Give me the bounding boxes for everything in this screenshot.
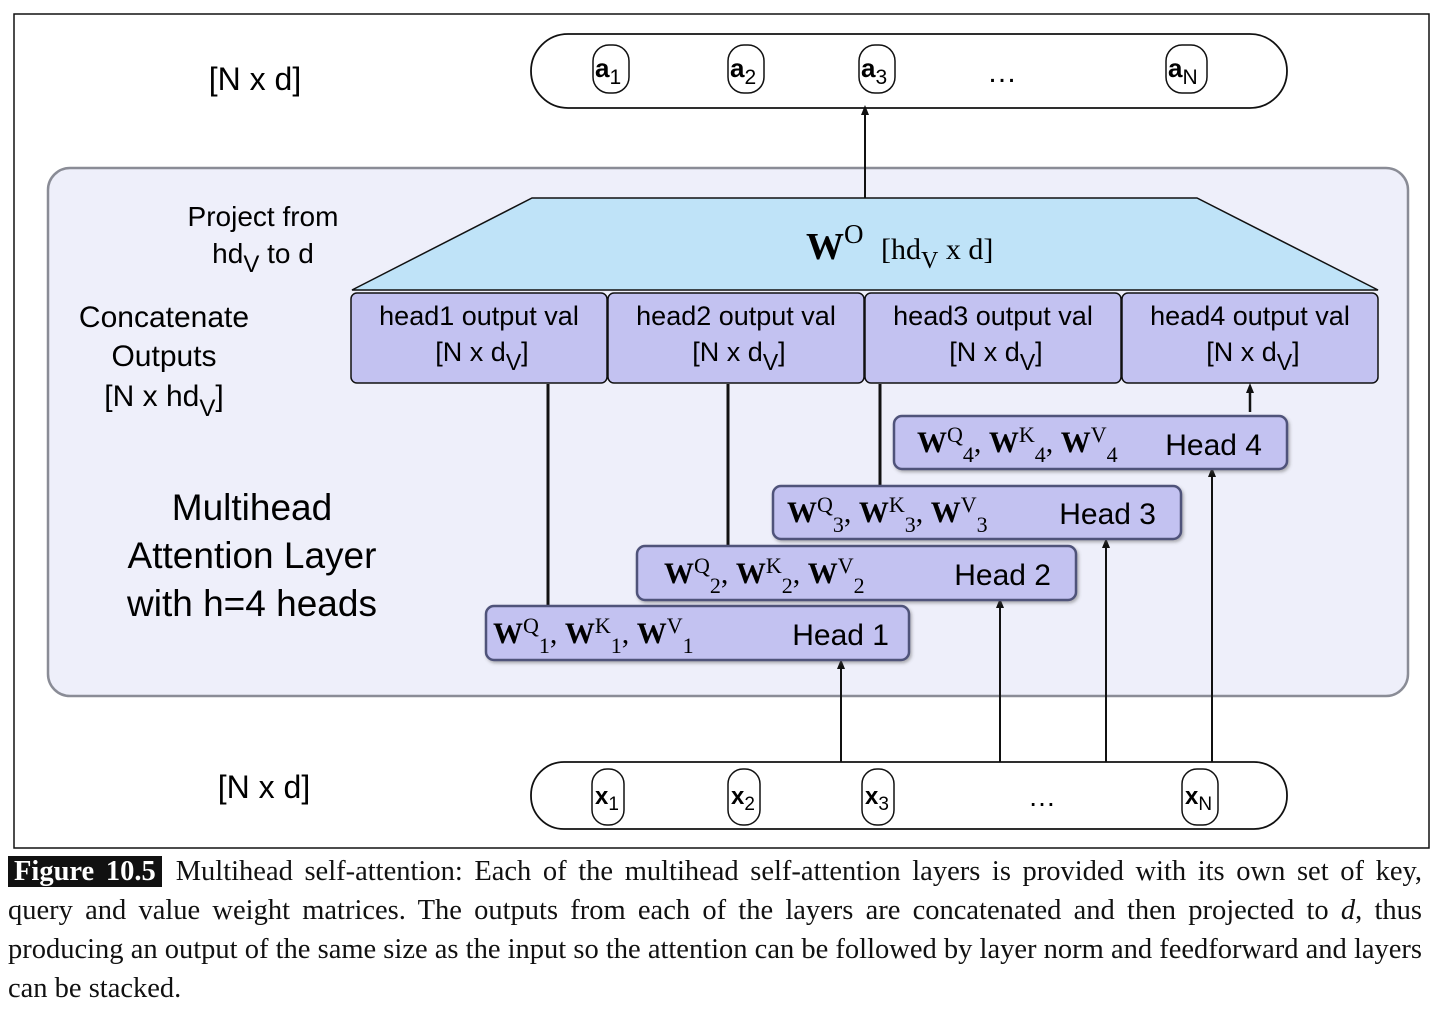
head2-output-box: head2 output val [N x dV]	[607, 292, 865, 384]
figure-frame	[13, 13, 1430, 849]
svg-text:WQ3, WK3, WV3: WQ3, WK3, WV3	[787, 492, 988, 537]
concat-label-line3: [N x hdV]	[104, 380, 223, 422]
svg-text:x1: x1	[595, 783, 619, 815]
figure-number: Figure 10.5	[8, 856, 162, 887]
svg-text:WQ1, WK1, WV1: WQ1, WK1, WV1	[493, 613, 694, 658]
head1-output-box: head1 output val [N x dV]	[350, 292, 608, 384]
svg-text:Head 3: Head 3	[1059, 498, 1156, 531]
svg-text:Head 2: Head 2	[954, 559, 1051, 592]
output-token-a3: a3	[858, 44, 896, 94]
output-tokens: a1 a2 a3 … aN	[592, 44, 1208, 94]
output-token-aN: aN	[1165, 44, 1208, 94]
caption-d-symbol: d	[1340, 895, 1356, 926]
layer-title-line2: Attention Layer	[128, 535, 377, 576]
svg-text:x3: x3	[865, 783, 889, 815]
svg-text:Head 1: Head 1	[792, 619, 889, 652]
output-token-a1: a1	[592, 44, 630, 94]
head-3-box: WQ3, WK3, WV3 Head 3	[771, 484, 1183, 541]
output-ellipsis: …	[987, 56, 1017, 89]
layer-title-line1: Multihead	[172, 487, 332, 528]
head-4-box: WQ4, WK4, WV4 Head 4	[892, 414, 1289, 471]
input-token-x3: x3	[861, 768, 895, 826]
svg-text:[N x dV]: [N x dV]	[435, 337, 528, 375]
svg-text:WQ4, WK4, WV4: WQ4, WK4, WV4	[917, 422, 1118, 467]
svg-text:WQ2, WK2, WV2: WQ2, WK2, WV2	[664, 553, 865, 598]
svg-text:head2 output val: head2 output val	[636, 301, 836, 331]
svg-text:[N x dV]: [N x dV]	[692, 337, 785, 375]
input-dims-label: [N x d]	[218, 769, 310, 805]
svg-text:xN: xN	[1185, 783, 1212, 815]
output-projection-matrix	[351, 197, 1379, 291]
svg-text:[N x dV]: [N x dV]	[949, 337, 1042, 375]
svg-text:a3: a3	[861, 53, 887, 89]
head-1-box: WQ1, WK1, WV1 Head 1	[484, 604, 911, 662]
input-token-xN: xN	[1181, 768, 1219, 826]
projection-dims: [hdV x d]	[881, 233, 993, 274]
output-token-a2: a2	[727, 44, 765, 94]
figure-caption: Figure 10.5 Multihead self-attention: Eac…	[8, 852, 1422, 1008]
input-sequence-capsule	[530, 761, 1288, 830]
svg-text:Head 4: Head 4	[1165, 429, 1262, 462]
output-sequence-capsule	[530, 33, 1288, 109]
head3-output-box: head3 output val [N x dV]	[864, 292, 1122, 384]
svg-text:head3 output val: head3 output val	[893, 301, 1093, 331]
multihead-attention-diagram: [N x d] a1 a2 a3 … aN WO [hdV x d] Proje…	[13, 13, 1430, 849]
input-ellipsis: …	[1028, 781, 1056, 812]
project-label-line1: Project from	[188, 201, 339, 232]
head4-output-box: head4 output val [N x dV]	[1121, 292, 1379, 384]
projection-matrix-label: WO	[806, 219, 864, 268]
project-label-line2: hdV to d	[212, 238, 314, 278]
input-token-x1: x1	[591, 768, 625, 826]
svg-text:[N x dV]: [N x dV]	[1206, 337, 1299, 375]
caption-text-part1: Multihead self-attention: Each of the mu…	[8, 856, 1422, 926]
svg-text:a2: a2	[730, 53, 756, 89]
input-tokens: x1 x2 x3 … xN	[591, 768, 1219, 826]
layer-title-line3: with h=4 heads	[126, 583, 377, 624]
svg-text:a1: a1	[595, 53, 621, 89]
output-dims-label: [N x d]	[209, 61, 301, 97]
caption-text-part2: , thus producing an output of the same s…	[8, 895, 1422, 1004]
svg-text:aN: aN	[1168, 53, 1198, 89]
head-output-row: head1 output val [N x dV] head2 output v…	[350, 292, 1379, 384]
head-2-box: WQ2, WK2, WV2 Head 2	[635, 544, 1078, 602]
svg-text:head4 output val: head4 output val	[1150, 301, 1350, 331]
concat-label-line2: Outputs	[111, 340, 216, 373]
svg-text:head1 output val: head1 output val	[379, 301, 579, 331]
svg-text:x2: x2	[731, 783, 755, 815]
input-token-x2: x2	[727, 768, 761, 826]
concat-label-line1: Concatenate	[79, 301, 249, 334]
